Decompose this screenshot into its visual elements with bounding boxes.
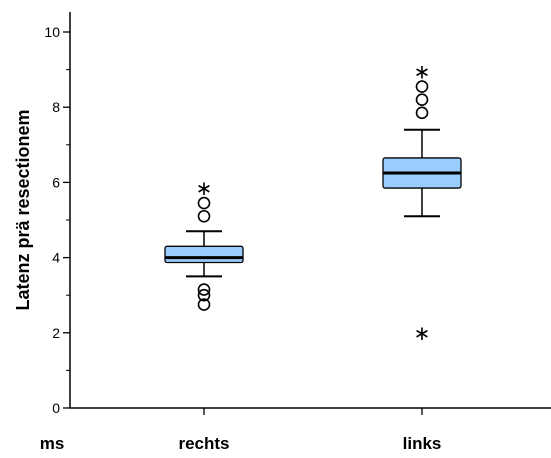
- outlier-point: [197, 209, 211, 223]
- outlier-point: [415, 93, 429, 106]
- box-iqr: [164, 245, 244, 264]
- x-tick-label: links: [403, 434, 442, 453]
- y-tick-label: 6: [52, 174, 60, 190]
- extreme-point: ∗: [196, 176, 213, 200]
- box-group-rechts: ∗: [164, 176, 244, 311]
- outlier-point: [197, 288, 211, 302]
- outlier-point: [415, 80, 429, 93]
- extreme-point: ∗: [414, 59, 431, 83]
- box-group-links: ∗∗: [382, 59, 462, 345]
- x-tick-label: rechts: [178, 434, 229, 453]
- plot-area: ∗∗∗: [164, 59, 462, 345]
- y-tick-label: 4: [52, 250, 60, 266]
- unit-label: ms: [40, 434, 65, 453]
- y-axis: 0 2 4 6 8 10: [44, 12, 71, 416]
- outlier-point: [197, 283, 211, 296]
- y-tick-label: 10: [44, 24, 60, 40]
- outlier-point: [197, 196, 211, 210]
- x-axis: rechts links: [70, 407, 551, 453]
- y-axis-title: Latenz prä resectionem: [13, 109, 33, 310]
- y-tick-label: 2: [52, 325, 60, 341]
- outlier-point: [197, 298, 211, 311]
- y-tick-label: 8: [52, 99, 60, 115]
- outlier-point: [415, 106, 429, 120]
- extreme-point: ∗: [414, 321, 431, 345]
- y-tick-label: 0: [52, 400, 60, 416]
